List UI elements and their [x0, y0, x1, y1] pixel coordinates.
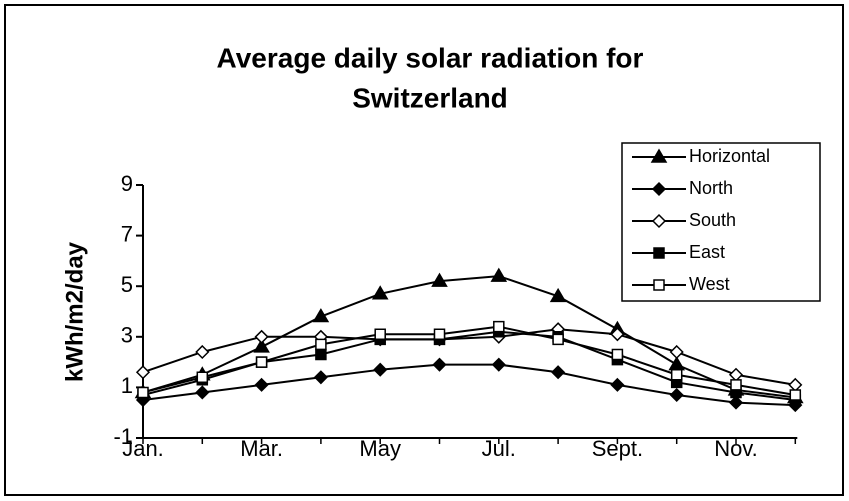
- marker: [552, 333, 564, 346]
- marker: [668, 356, 686, 371]
- marker: [374, 328, 386, 341]
- y-tick-label: 9: [121, 171, 133, 196]
- x-tick-label: Jul.: [482, 436, 516, 461]
- marker: [670, 369, 683, 381]
- marker: [788, 377, 803, 392]
- legend-label: North: [689, 178, 733, 198]
- x-tick-label: Sept.: [592, 436, 643, 461]
- marker: [491, 357, 506, 372]
- marker: [312, 308, 330, 323]
- marker: [493, 320, 505, 333]
- marker: [549, 287, 567, 303]
- series-line: [142, 328, 796, 386]
- marker: [137, 386, 149, 399]
- chart-title: Switzerland: [352, 82, 508, 113]
- series-line: [142, 363, 796, 407]
- marker: [610, 327, 625, 342]
- legend-label: West: [689, 274, 730, 294]
- x-tick-label: May: [359, 436, 401, 461]
- marker: [611, 348, 624, 361]
- marker: [195, 344, 210, 360]
- marker: [653, 247, 665, 259]
- x-tick-label: Nov.: [714, 436, 758, 461]
- marker: [490, 267, 508, 282]
- x-tick-label: Jan.: [122, 436, 164, 461]
- marker: [315, 338, 327, 351]
- y-tick-label: 5: [121, 272, 133, 297]
- marker: [650, 148, 668, 163]
- marker: [254, 377, 269, 392]
- marker: [432, 357, 447, 372]
- marker: [669, 387, 684, 403]
- y-tick-label: 7: [121, 221, 133, 246]
- marker: [253, 338, 270, 353]
- chart-border: [4, 4, 844, 496]
- y-tick-label: -1: [113, 424, 133, 449]
- marker: [135, 365, 151, 380]
- legend-label: Horizontal: [689, 146, 770, 166]
- marker: [254, 329, 269, 344]
- marker: [255, 356, 268, 368]
- marker: [789, 389, 802, 401]
- marker: [653, 279, 665, 291]
- marker: [651, 213, 667, 229]
- marker: [196, 371, 209, 384]
- marker: [728, 367, 744, 382]
- marker: [195, 385, 210, 400]
- marker: [313, 370, 328, 385]
- marker: [315, 348, 327, 361]
- series-line: [142, 325, 796, 396]
- marker: [551, 365, 566, 380]
- y-tick-label: 3: [121, 323, 133, 348]
- legend-label: South: [689, 210, 736, 230]
- marker: [730, 379, 742, 391]
- y-tick-label: 1: [121, 373, 133, 398]
- marker: [728, 395, 744, 410]
- chart-title: Average daily solar radiation for: [217, 42, 644, 73]
- series-line: [142, 275, 796, 399]
- marker: [610, 377, 625, 392]
- marker: [433, 328, 446, 341]
- marker: [651, 181, 667, 197]
- marker: [373, 362, 388, 377]
- legend-label: East: [689, 242, 725, 262]
- marker: [371, 285, 389, 300]
- x-tick-label: Mar.: [240, 436, 283, 461]
- marker: [669, 344, 684, 360]
- marker: [431, 272, 448, 287]
- y-axis-label: kWh/m2/day: [61, 241, 88, 382]
